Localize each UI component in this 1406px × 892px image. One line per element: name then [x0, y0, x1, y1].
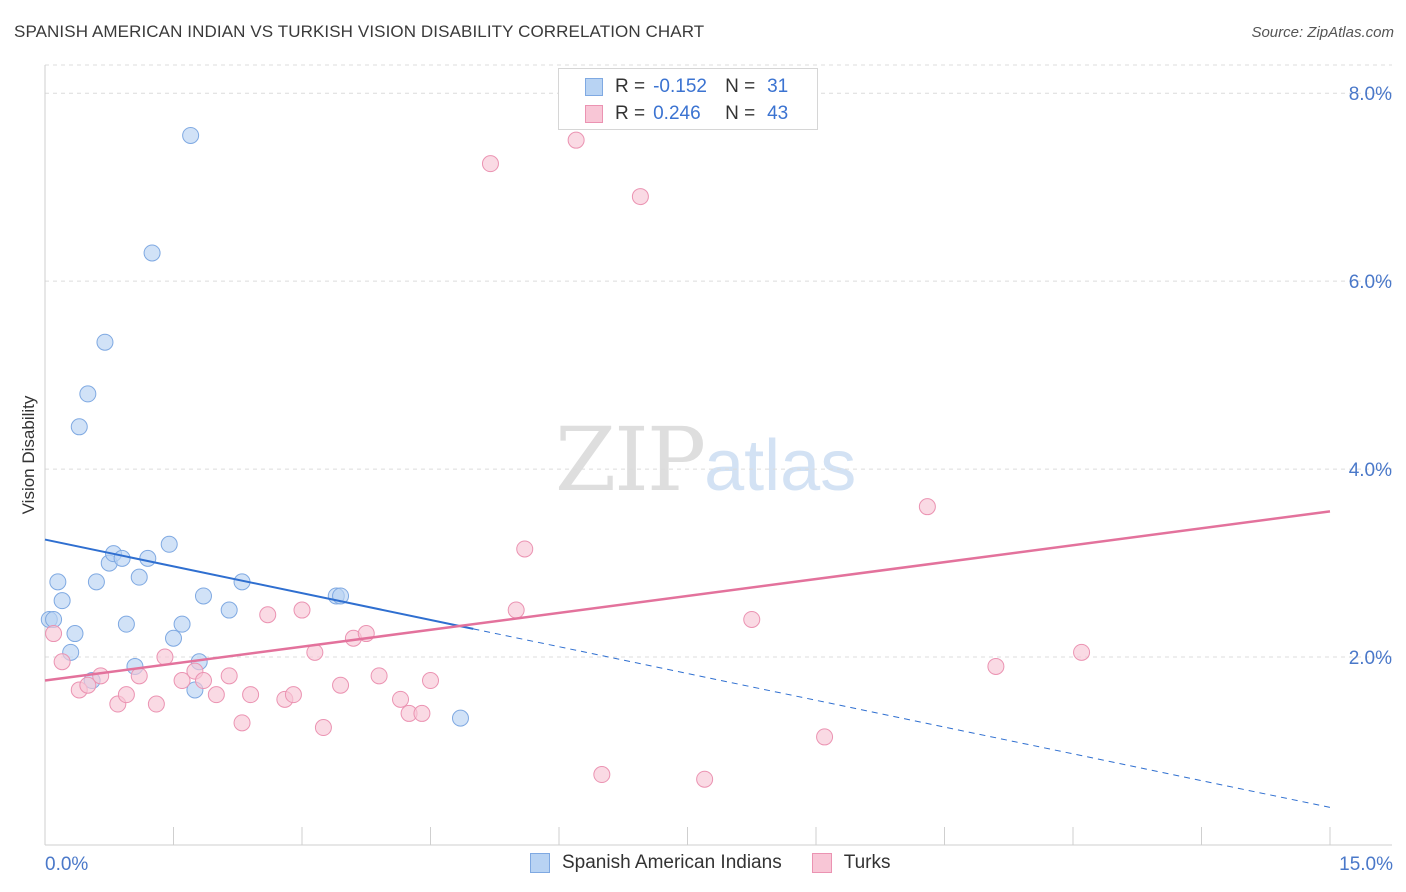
watermark: ZIPatlas: [555, 408, 856, 511]
pink-swatch: [585, 105, 603, 123]
point-spanish-american-indians: [113, 549, 131, 567]
watermark-zip: ZIP: [555, 408, 706, 511]
r-label: R =: [615, 103, 646, 124]
point-spanish-american-indians: [194, 587, 212, 605]
point-turks: [918, 498, 936, 516]
point-turks: [567, 131, 585, 149]
point-spanish-american-indians: [49, 573, 67, 591]
point-turks: [516, 540, 534, 558]
legend-label: Spanish American Indians: [562, 852, 782, 873]
point-spanish-american-indians: [451, 709, 469, 727]
y-tick-label: 2.0%: [1349, 648, 1392, 669]
y-axis-label: Vision Disability: [19, 395, 38, 514]
point-turks: [233, 714, 251, 732]
point-turks: [481, 155, 499, 173]
watermark-atlas: atlas: [704, 426, 857, 506]
point-turks: [293, 601, 311, 619]
point-turks: [147, 695, 165, 713]
stats-legend: R = -0.152 N = 31 R = 0.246 N = 43: [558, 68, 818, 130]
r-value: -0.152: [653, 76, 707, 97]
point-turks: [1073, 643, 1091, 661]
point-turks: [284, 686, 302, 704]
point-turks: [220, 667, 238, 685]
series-legend: Spanish American Indians Turks: [530, 852, 920, 874]
stats-row-spanish-american-indians: R = -0.152 N = 31: [585, 75, 788, 99]
r-value: 0.246: [653, 103, 701, 124]
point-spanish-american-indians: [182, 126, 200, 144]
point-turks: [370, 667, 388, 685]
blue-swatch: [530, 853, 550, 873]
legend-label: Turks: [843, 852, 891, 873]
point-spanish-american-indians: [96, 333, 114, 351]
point-turks: [130, 667, 148, 685]
point-turks: [743, 610, 761, 628]
trendline-turks: [44, 510, 1331, 682]
point-turks: [194, 672, 212, 690]
point-turks: [422, 672, 439, 690]
point-turks: [816, 728, 834, 746]
point-spanish-american-indians: [117, 615, 135, 633]
stats-row-turks: R = 0.246 N = 43: [585, 102, 788, 126]
legend-item-turks[interactable]: Turks: [811, 852, 891, 874]
point-turks: [117, 686, 135, 704]
n-label: N =: [725, 103, 756, 124]
point-turks: [92, 667, 110, 685]
point-turks: [314, 719, 332, 737]
point-turks: [987, 657, 1005, 675]
point-turks: [507, 601, 525, 619]
source-label: Source: ZipAtlas.com: [1251, 24, 1394, 41]
y-tick-label: 4.0%: [1349, 460, 1392, 481]
r-label: R =: [615, 76, 646, 97]
point-spanish-american-indians: [130, 568, 148, 586]
point-spanish-american-indians: [220, 601, 238, 619]
trendline-spanish-american-indians: [44, 538, 474, 630]
point-spanish-american-indians: [66, 625, 84, 643]
n-value: 31: [767, 76, 789, 97]
point-turks: [45, 625, 63, 643]
point-turks: [207, 686, 225, 704]
point-spanish-american-indians: [53, 592, 71, 610]
point-turks: [53, 653, 71, 671]
point-spanish-american-indians: [160, 535, 178, 553]
point-turks: [242, 686, 260, 704]
x-tick-label: 15.0%: [1339, 854, 1393, 875]
point-turks: [392, 690, 410, 708]
point-spanish-american-indians: [79, 385, 97, 403]
n-label: N =: [725, 76, 756, 97]
point-turks: [332, 676, 350, 694]
pink-swatch: [811, 853, 832, 873]
chart-title: SPANISH AMERICAN INDIAN VS TURKISH VISIO…: [14, 22, 705, 41]
point-spanish-american-indians: [87, 573, 105, 591]
blue-swatch: [585, 78, 603, 96]
point-turks: [173, 672, 191, 690]
point-spanish-american-indians: [165, 629, 182, 647]
point-spanish-american-indians: [70, 418, 88, 436]
point-turks: [593, 766, 611, 784]
point-turks: [696, 770, 714, 788]
point-turks: [79, 676, 97, 694]
y-tick-label: 8.0%: [1349, 84, 1392, 105]
point-turks: [259, 606, 277, 624]
point-spanish-american-indians: [139, 549, 157, 567]
point-turks: [631, 188, 649, 206]
point-spanish-american-indians: [143, 244, 161, 262]
point-turks: [413, 704, 431, 722]
y-tick-label: 6.0%: [1349, 272, 1392, 293]
trendline-extension-spanish-american-indians: [473, 628, 1331, 808]
n-value: 43: [767, 103, 789, 124]
legend-item-spanish-american-indians[interactable]: Spanish American Indians: [530, 852, 782, 874]
x-tick-label: 0.0%: [45, 854, 88, 875]
point-spanish-american-indians: [173, 615, 191, 633]
point-turks: [156, 648, 174, 666]
